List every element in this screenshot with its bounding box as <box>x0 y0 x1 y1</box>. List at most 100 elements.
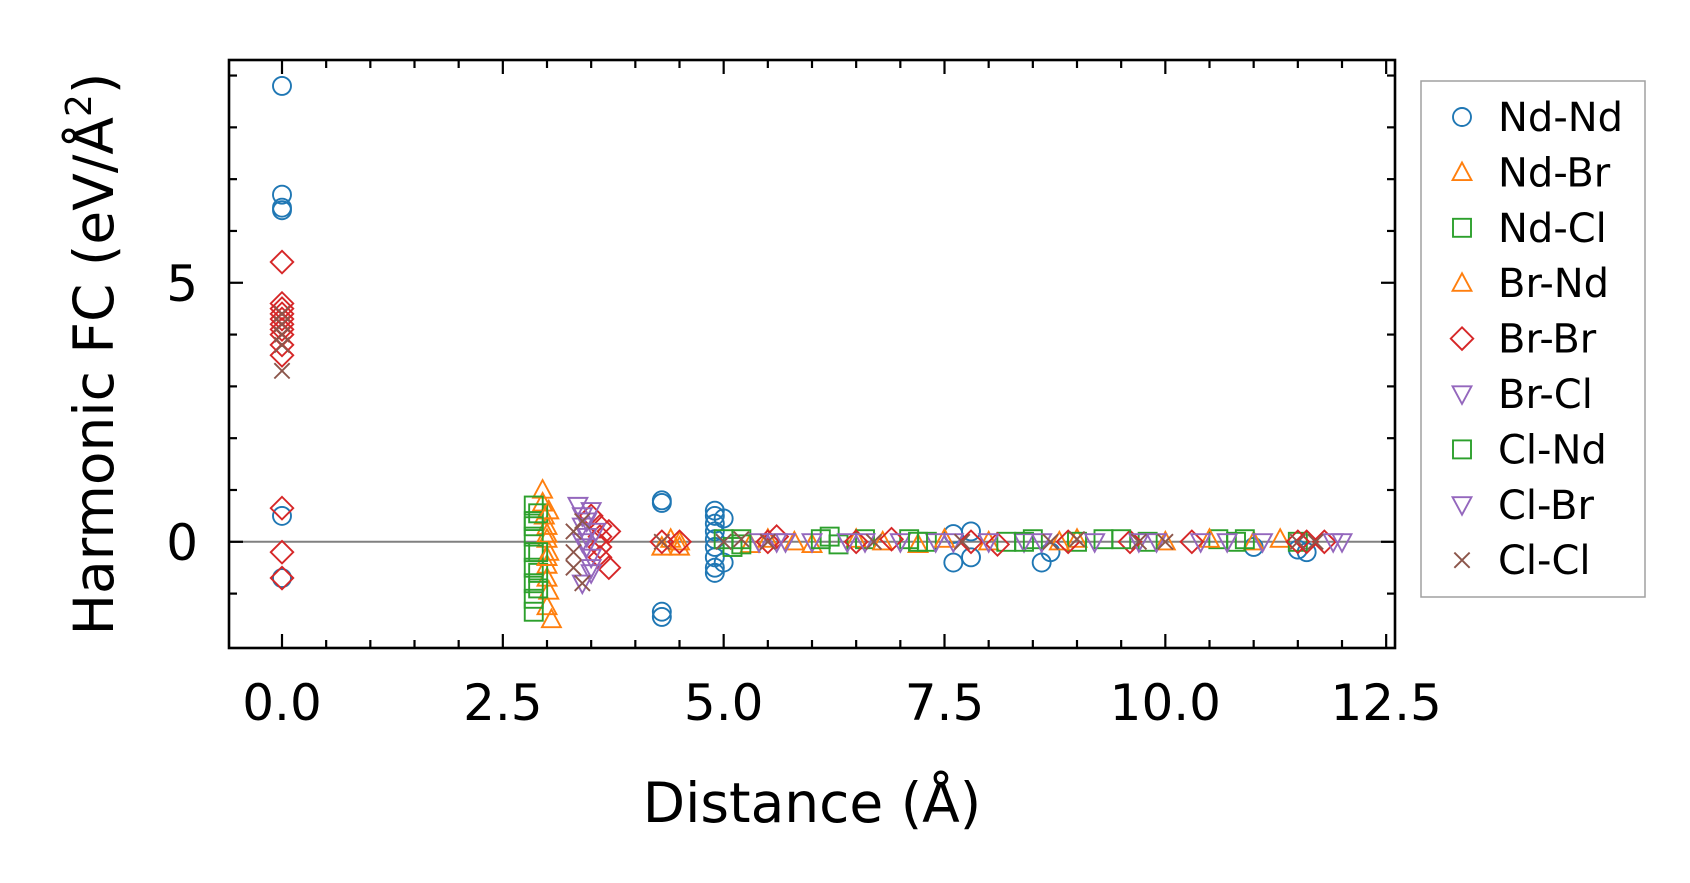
marker-circle <box>272 75 292 96</box>
marker-diamond <box>755 529 781 555</box>
marker-triangle-down <box>1127 533 1150 554</box>
marker-triangle-down <box>580 548 603 570</box>
marker-x <box>574 574 591 592</box>
legend-label: Br-Br <box>1498 317 1597 363</box>
y-axis-label-tail: ) <box>62 73 126 94</box>
series-cl-cl <box>273 305 1324 592</box>
marker-x <box>1453 551 1471 569</box>
marker-x <box>653 533 671 551</box>
marker-square <box>528 503 549 524</box>
marker-x <box>1068 530 1086 548</box>
y-axis-label-main: Harmonic FC (eV/Å <box>61 117 126 636</box>
marker-square <box>1452 217 1472 238</box>
marker-x <box>865 533 883 551</box>
marker-circle <box>704 505 725 526</box>
marker-triangle-down <box>889 533 912 554</box>
marker-square <box>523 588 544 609</box>
marker-triangle-up <box>540 607 563 629</box>
axis-tick-labels: 0.0 2.5 5.0 7.5 10.0 12.5 0 5 <box>166 255 1442 732</box>
x-tick-label: 7.5 <box>905 674 985 732</box>
legend-entry-nd-nd: Nd-Nd <box>1452 95 1623 141</box>
y-axis-label: Harmonic FC (eV/Å2) <box>59 73 126 636</box>
marker-triangle-up <box>1065 527 1089 548</box>
marker-triangle-down <box>836 533 859 554</box>
marker-diamond <box>578 503 604 529</box>
marker-triangle-down <box>1450 496 1474 517</box>
series-cl-br <box>571 512 1354 585</box>
marker-diamond <box>843 529 869 555</box>
marker-triangle-up <box>1450 271 1474 292</box>
marker-diamond <box>1285 529 1311 555</box>
marker-diamond <box>764 524 790 550</box>
marker-triangle-up <box>783 529 806 551</box>
marker-triangle-up <box>668 535 691 556</box>
marker-square <box>523 557 544 578</box>
marker-triangle-up <box>977 529 1000 551</box>
marker-circle <box>272 184 292 205</box>
legend-label: Nd-Cl <box>1498 206 1607 252</box>
marker-triangle-up <box>535 545 559 566</box>
marker-diamond <box>878 526 905 552</box>
marker-square <box>810 529 831 550</box>
marker-square <box>528 542 549 563</box>
legend-label: Nd-Br <box>1498 150 1611 196</box>
marker-diamond <box>666 529 693 555</box>
legend-label: Cl-Br <box>1498 483 1594 529</box>
marker-triangle-down <box>1030 533 1053 554</box>
axis-ticks <box>229 60 1395 648</box>
marker-diamond <box>269 495 295 521</box>
marker-triangle-up <box>1269 527 1292 548</box>
marker-x <box>1289 533 1307 551</box>
marker-diamond <box>1179 529 1205 555</box>
marker-x <box>565 523 582 540</box>
marker-square <box>1111 529 1132 550</box>
marker-circle <box>651 606 672 627</box>
marker-diamond <box>958 529 984 555</box>
marker-circle <box>961 521 981 542</box>
marker-triangle-down <box>747 533 771 554</box>
marker-triangle-down <box>580 564 603 585</box>
marker-x <box>565 543 582 561</box>
marker-triangle-up <box>1048 529 1071 551</box>
marker-triangle-up <box>537 498 560 520</box>
marker-diamond <box>649 529 675 555</box>
legend-entry-cl-br: Cl-Br <box>1450 483 1594 529</box>
legend-label: Cl-Nd <box>1498 427 1607 473</box>
marker-triangle-down <box>765 533 788 554</box>
marker-triangle-down <box>571 574 594 596</box>
legend: Nd-Nd Nd-Br Nd-Cl Br-Nd Br-Br Br-Cl Cl-Nd Cl-Br… <box>1420 80 1646 598</box>
marker-diamond <box>587 534 613 560</box>
marker-x <box>574 512 591 530</box>
marker-circle <box>272 505 292 526</box>
series-cl-nd <box>523 516 1246 599</box>
marker-triangle-down <box>1251 533 1274 554</box>
marker-square <box>528 578 549 599</box>
marker-triangle-down <box>571 533 594 554</box>
y-tick-label: 0 <box>166 514 198 572</box>
marker-x <box>565 559 582 577</box>
marker-triangle-down <box>1145 533 1168 554</box>
marker-triangle-down <box>580 559 603 580</box>
marker-square <box>731 534 752 555</box>
marker-triangle-up <box>1154 529 1177 551</box>
marker-x <box>1307 533 1324 551</box>
marker-diamond <box>269 306 295 332</box>
marker-x <box>733 530 750 548</box>
data-marks <box>269 75 1354 629</box>
x-tick-label: 0.0 <box>242 674 322 732</box>
marker-x <box>1130 533 1148 551</box>
marker-triangle-down <box>853 533 877 554</box>
x-tick-label: 12.5 <box>1331 674 1442 732</box>
marker-square <box>855 529 875 550</box>
marker-circle <box>272 200 292 221</box>
marker-triangle-down <box>1216 533 1239 554</box>
series-br-nd <box>535 498 1221 566</box>
y-tick-label: 5 <box>166 255 198 313</box>
marker-triangle-up <box>1198 527 1221 548</box>
legend-entry-cl-cl: Cl-Cl <box>1453 538 1591 584</box>
marker-triangle-down <box>1189 533 1212 554</box>
legend-entry-nd-br: Nd-Br <box>1450 150 1611 196</box>
marker-square <box>523 526 544 547</box>
marker-square <box>523 601 544 622</box>
